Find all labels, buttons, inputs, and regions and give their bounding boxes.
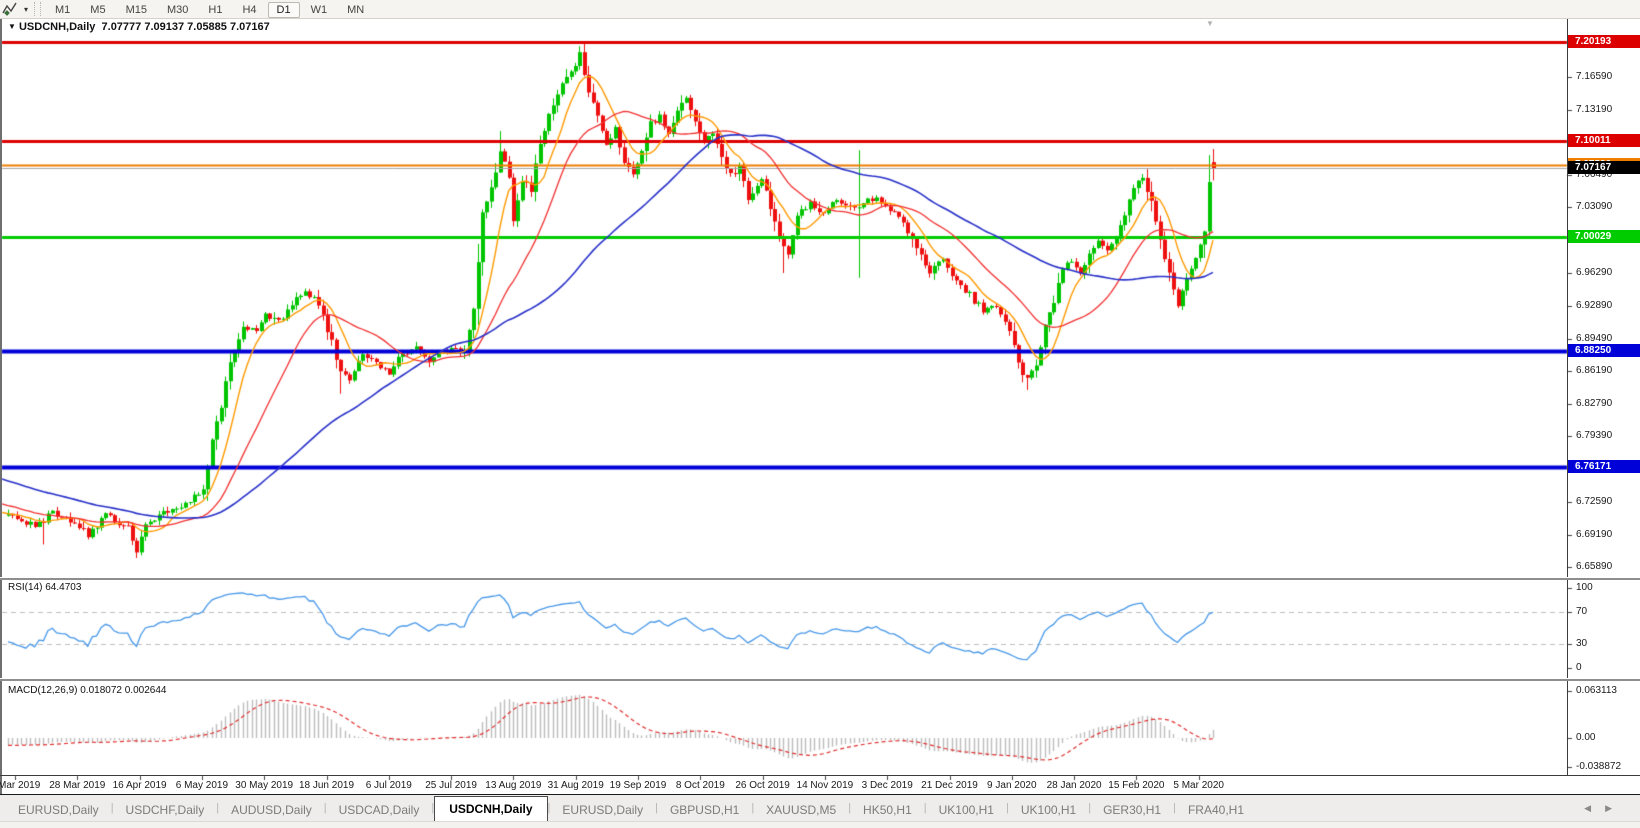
tab-separator: | — [431, 801, 435, 814]
chart-tab-hk50-h1[interactable]: HK50,H1 — [863, 803, 912, 817]
tab-scroll-right-icon[interactable]: ▶ — [1605, 803, 1626, 813]
zigzag-chart-icon — [2, 2, 17, 16]
timeframe-button-d1[interactable]: D1 — [267, 2, 300, 18]
chart-tab-usdcnh-daily[interactable]: USDCNH,Daily — [434, 796, 548, 822]
timeframe-button-m5[interactable]: M5 — [90, 4, 106, 16]
tab-separator: | — [323, 801, 327, 814]
tab-separator: | — [547, 801, 551, 814]
chart-tab-xauusd-m5[interactable]: XAUUSD,M5 — [766, 803, 837, 817]
chart-tab-eurusd-daily[interactable]: EURUSD,Daily — [562, 803, 644, 817]
tab-separator: | — [1088, 801, 1092, 814]
chart-tab-ger30-h1[interactable]: GER30,H1 — [1103, 803, 1162, 817]
tab-separator: | — [751, 801, 755, 814]
chart-tab-uk100-h1[interactable]: UK100,H1 — [938, 803, 994, 817]
chart-tab-uk100-h1[interactable]: UK100,H1 — [1020, 803, 1077, 817]
timeframe-button-m1[interactable]: M1 — [55, 4, 71, 16]
timeframe-buttons: M1 M5 M15 M30 H1 H4 D1 W1 MN — [45, 0, 374, 18]
chart-tab-gbpusd-h1[interactable]: GBPUSD,H1 — [669, 803, 740, 817]
tab-separator: | — [923, 801, 927, 814]
timeframe-button-h4[interactable]: H4 — [242, 4, 257, 16]
tab-scroll-left-icon[interactable]: ◀ — [1584, 803, 1606, 813]
tab-separator: | — [216, 801, 220, 814]
timeframe-button-w1[interactable]: W1 — [310, 4, 328, 16]
timeframe-button-m30[interactable]: M30 — [166, 4, 189, 16]
chart-tab-eurusd-daily[interactable]: EURUSD,Daily — [18, 803, 99, 817]
toolbar-separator — [34, 2, 42, 16]
pane-separator-rsi[interactable] — [0, 577, 1640, 580]
chart-tab-bar: EURUSD,Daily | USDCHF,Daily | AUDUSD,Daily | U… — [0, 794, 1640, 822]
tab-separator: | — [1005, 801, 1009, 814]
timeframe-button-h1[interactable]: H1 — [208, 4, 223, 16]
timeframe-button-mn[interactable]: MN — [347, 4, 365, 16]
tab-separator: | — [1173, 801, 1176, 814]
tab-scroll-arrows: ◀▶ — [1584, 803, 1626, 814]
chart-tab-usdchf-daily[interactable]: USDCHF,Daily — [125, 803, 205, 817]
tab-separator: | — [655, 801, 658, 814]
chart-tabs: EURUSD,Daily | USDCHF,Daily | AUDUSD,Daily | U… — [0, 795, 1256, 822]
chart-tool-icon[interactable] — [0, 1, 20, 17]
timeframe-toolbar: ▾ M1 M5 M15 M30 H1 H4 D1 W1 MN — [0, 0, 1640, 19]
quote-panel-toggle-icon[interactable]: ▼ — [8, 22, 16, 31]
chart-tool-dropdown-caret[interactable]: ▾ — [24, 4, 29, 14]
chart-tab-audusd-daily[interactable]: AUDUSD,Daily — [231, 803, 312, 817]
tab-separator: | — [110, 801, 114, 814]
chart-tab-usdcad-daily[interactable]: USDCAD,Daily — [338, 803, 420, 817]
tab-separator: | — [848, 801, 852, 814]
pane-separator-macd[interactable] — [0, 678, 1640, 681]
chart-tab-fra40-h1[interactable]: FRA40,H1 — [1187, 803, 1244, 817]
status-bar — [0, 821, 1640, 828]
timeframe-button-m15[interactable]: M15 — [125, 4, 147, 16]
